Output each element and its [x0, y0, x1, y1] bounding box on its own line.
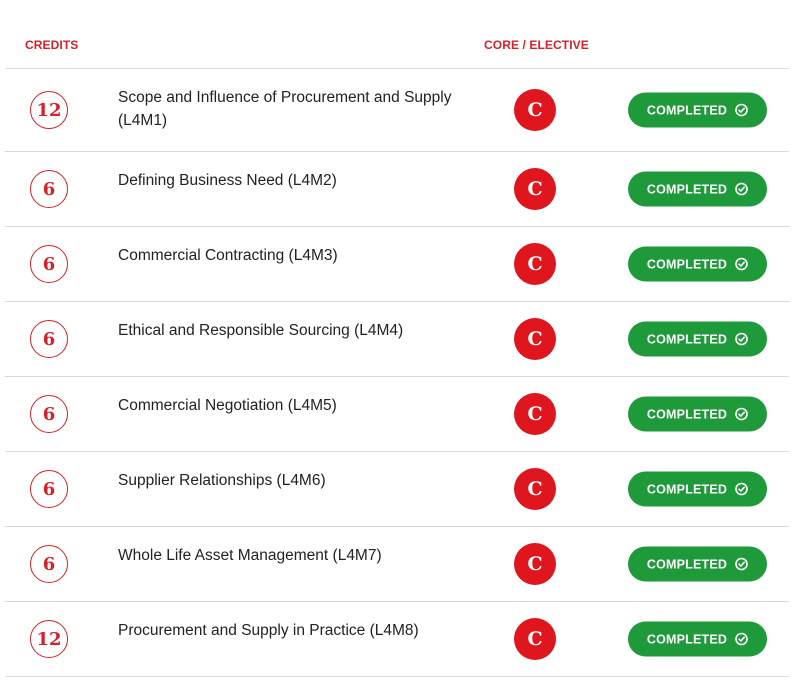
- core-elective-column-header: CORE / ELECTIVE: [484, 38, 589, 52]
- credits-badge: 6: [30, 245, 68, 283]
- credits-value: 6: [42, 478, 56, 500]
- credits-column-header: CREDITS: [25, 38, 79, 52]
- core-badge: C: [514, 543, 556, 585]
- module-row: 6 Commercial Negotiation (L4M5) C COMPLE…: [5, 377, 789, 452]
- core-badge: C: [514, 318, 556, 360]
- status-label: COMPLETED: [646, 182, 728, 196]
- module-title[interactable]: Whole Life Asset Management (L4M7): [118, 547, 382, 564]
- core-badge: C: [514, 393, 556, 435]
- core-badge: C: [514, 243, 556, 285]
- core-letter: C: [527, 403, 543, 425]
- completed-status-button[interactable]: COMPLETED: [628, 546, 767, 582]
- check-circle-icon: [735, 182, 748, 196]
- module-row: 6 Defining Business Need (L4M2) C COMPLE…: [5, 152, 789, 227]
- credits-value: 12: [36, 628, 62, 650]
- status-label: COMPLETED: [646, 257, 728, 271]
- status-label: COMPLETED: [646, 103, 728, 117]
- completed-status-button[interactable]: COMPLETED: [628, 246, 767, 282]
- status-label: COMPLETED: [646, 557, 728, 571]
- credits-value: 12: [36, 99, 62, 121]
- module-row: 6 Ethical and Responsible Sourcing (L4M4…: [5, 302, 789, 377]
- status-label: COMPLETED: [646, 407, 728, 421]
- core-letter: C: [527, 478, 543, 500]
- status-label: COMPLETED: [646, 632, 728, 646]
- core-badge: C: [514, 468, 556, 510]
- completed-status-button[interactable]: COMPLETED: [628, 171, 767, 207]
- check-circle-icon: [735, 632, 748, 646]
- module-row: 6 Whole Life Asset Management (L4M7) C C…: [5, 527, 789, 602]
- module-row: 6 Commercial Contracting (L4M3) C COMPLE…: [5, 227, 789, 302]
- module-rows: 12 Scope and Influence of Procurement an…: [5, 69, 789, 677]
- completed-status-button[interactable]: COMPLETED: [628, 321, 767, 357]
- module-title[interactable]: Scope and Influence of Procurement and S…: [118, 89, 452, 129]
- completed-status-button[interactable]: COMPLETED: [628, 396, 767, 432]
- credits-badge: 6: [30, 545, 68, 583]
- credits-badge: 6: [30, 395, 68, 433]
- credits-badge: 6: [30, 470, 68, 508]
- check-circle-icon: [735, 407, 748, 421]
- check-circle-icon: [735, 557, 748, 571]
- module-title[interactable]: Ethical and Responsible Sourcing (L4M4): [118, 322, 404, 339]
- check-circle-icon: [735, 332, 748, 346]
- core-letter: C: [527, 178, 543, 200]
- table-header: CREDITS CORE / ELECTIVE: [5, 26, 789, 69]
- status-label: COMPLETED: [646, 332, 728, 346]
- core-badge: C: [514, 89, 556, 131]
- module-title[interactable]: Commercial Negotiation (L4M5): [118, 397, 337, 414]
- status-label: COMPLETED: [646, 482, 728, 496]
- core-letter: C: [527, 628, 543, 650]
- core-badge: C: [514, 618, 556, 660]
- credits-value: 6: [42, 253, 56, 275]
- completed-status-button[interactable]: COMPLETED: [628, 92, 767, 128]
- credits-badge: 12: [30, 91, 68, 129]
- core-badge: C: [514, 168, 556, 210]
- credits-value: 6: [42, 328, 56, 350]
- core-letter: C: [527, 328, 543, 350]
- credits-value: 6: [42, 403, 56, 425]
- module-title[interactable]: Supplier Relationships (L4M6): [118, 472, 326, 489]
- module-title[interactable]: Defining Business Need (L4M2): [118, 172, 337, 189]
- module-title[interactable]: Procurement and Supply in Practice (L4M8…: [118, 622, 419, 639]
- check-circle-icon: [735, 482, 748, 496]
- completed-status-button[interactable]: COMPLETED: [628, 621, 767, 657]
- modules-table: CREDITS CORE / ELECTIVE 12 Scope and Inf…: [5, 26, 789, 677]
- credits-value: 6: [42, 178, 56, 200]
- credits-badge: 12: [30, 620, 68, 658]
- check-circle-icon: [735, 103, 748, 117]
- core-letter: C: [527, 253, 543, 275]
- module-title[interactable]: Commercial Contracting (L4M3): [118, 247, 338, 264]
- check-circle-icon: [735, 257, 748, 271]
- core-letter: C: [527, 99, 543, 121]
- credits-value: 6: [42, 553, 56, 575]
- credits-badge: 6: [30, 170, 68, 208]
- credits-badge: 6: [30, 320, 68, 358]
- completed-status-button[interactable]: COMPLETED: [628, 471, 767, 507]
- module-row: 6 Supplier Relationships (L4M6) C COMPLE…: [5, 452, 789, 527]
- module-row: 12 Procurement and Supply in Practice (L…: [5, 602, 789, 677]
- core-letter: C: [527, 553, 543, 575]
- module-row: 12 Scope and Influence of Procurement an…: [5, 69, 789, 152]
